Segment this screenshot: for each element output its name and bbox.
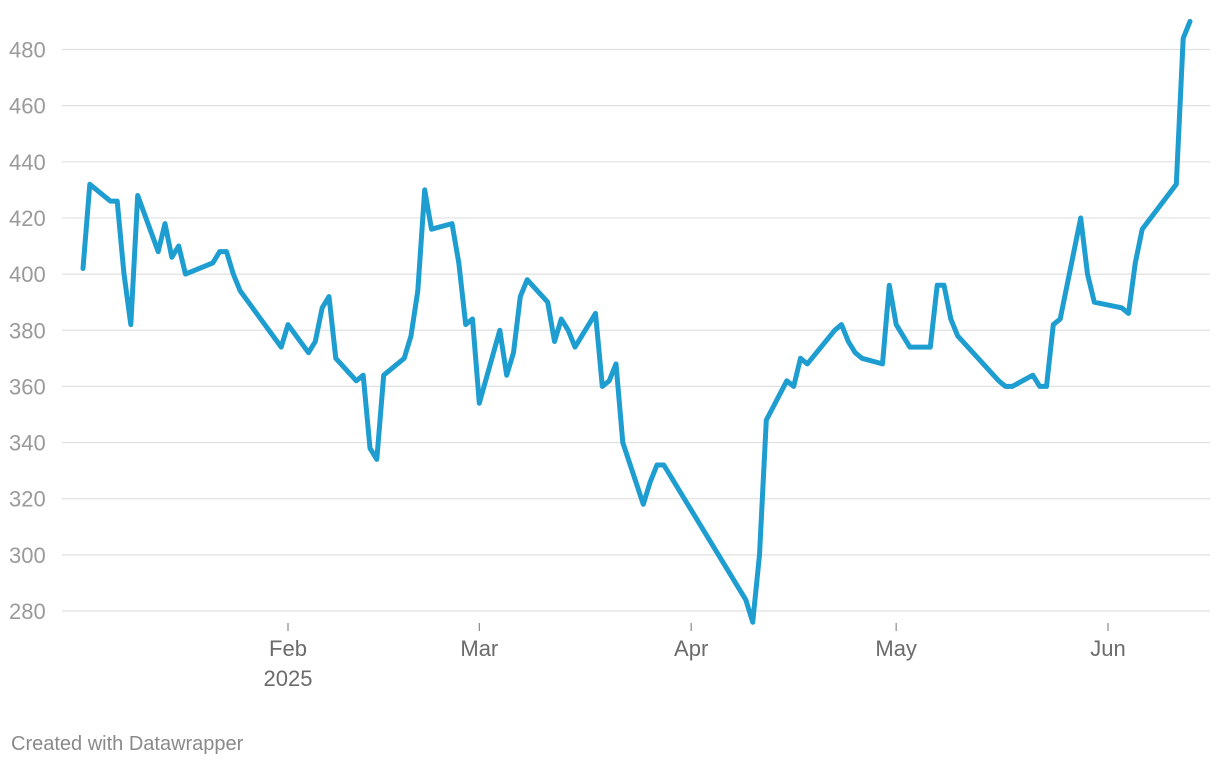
x-tick-label-mar: Mar xyxy=(460,636,498,661)
y-tick-label-280: 280 xyxy=(9,599,46,624)
y-tick-label-340: 340 xyxy=(9,431,46,456)
y-tick-label-380: 380 xyxy=(9,318,46,343)
gridlines xyxy=(62,48,1210,612)
series-group xyxy=(80,18,1193,625)
series-line-0 xyxy=(80,18,1193,625)
x-tick-label-jun: Jun xyxy=(1090,636,1125,661)
y-tick-label-440: 440 xyxy=(9,150,46,175)
y-tick-label-360: 360 xyxy=(9,374,46,399)
x-tick-sublabel-year: 2025 xyxy=(264,666,313,691)
y-tick-label-420: 420 xyxy=(9,206,46,231)
y-axis-ticks: 280 300 320 340 360 380 400 420 440 460 480 xyxy=(9,38,46,625)
credit-text: Created with Datawrapper xyxy=(11,733,244,755)
y-tick-label-400: 400 xyxy=(9,262,46,287)
y-tick-label-460: 460 xyxy=(9,94,46,119)
y-tick-label-480: 480 xyxy=(9,38,46,63)
x-tick-label-may: May xyxy=(875,636,917,661)
x-tick-label-feb: Feb xyxy=(269,636,307,661)
line-chart: 280 300 320 340 360 380 400 420 440 460 480 Feb 202… xyxy=(9,18,1210,691)
x-axis-ticks: Feb 2025 Mar Apr May Jun xyxy=(264,623,1126,691)
y-tick-label-300: 300 xyxy=(9,543,46,568)
y-tick-label-320: 320 xyxy=(9,487,46,512)
x-tick-label-apr: Apr xyxy=(674,636,708,661)
